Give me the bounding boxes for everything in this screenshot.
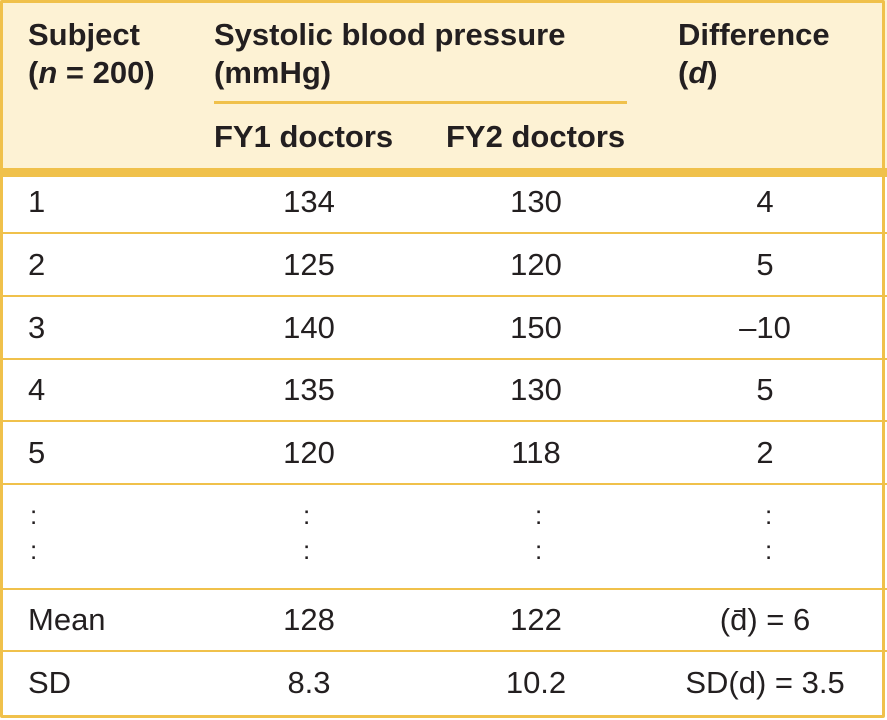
header-subject-line2: (n = 200) <box>28 55 155 90</box>
cell-fy2: 118 <box>511 435 561 470</box>
row-divider <box>0 650 887 652</box>
cell-fy1: 125 <box>283 247 335 282</box>
header-subject: Subject (n = 200) <box>28 16 155 92</box>
header-fy2: FY2 doctors <box>446 119 626 154</box>
cell-fy1: 140 <box>283 310 335 345</box>
ellipsis-mark: : <box>303 535 311 565</box>
header-fy1: FY1 doctors <box>214 119 394 154</box>
header-subject-line1: Subject <box>28 17 140 52</box>
row-divider <box>0 420 887 422</box>
row-divider <box>0 588 887 590</box>
cell-diff: 4 <box>756 184 774 219</box>
cell-fy2: 130 <box>510 184 562 219</box>
cell-subject: 5 <box>28 435 46 470</box>
ellipsis-mark: : <box>535 500 543 530</box>
row-divider <box>0 295 887 297</box>
ellipsis-mark: : <box>303 500 311 530</box>
header-difference: Difference (d) <box>678 16 830 92</box>
mean-fy2: 122 <box>510 602 562 637</box>
cell-diff: 5 <box>756 247 774 282</box>
cell-fy2: 150 <box>510 310 562 345</box>
header-sbp-line1: Systolic blood pressure <box>214 17 566 52</box>
mean-fy1: 128 <box>283 602 335 637</box>
cell-diff: 2 <box>756 435 774 470</box>
header-diff-line1: Difference <box>678 17 830 52</box>
sd-diff: SD(d) = 3.5 <box>685 665 845 700</box>
ellipsis-mark: : <box>30 535 38 565</box>
mean-diff: (d̄) = 6 <box>719 602 811 637</box>
cell-subject: 3 <box>28 310 46 345</box>
cell-fy2: 120 <box>510 247 562 282</box>
row-divider <box>0 483 887 485</box>
sd-label: SD <box>28 665 72 700</box>
header-sbp-underline <box>214 101 627 104</box>
table-header-band <box>0 0 887 172</box>
cell-diff: –10 <box>739 310 791 345</box>
cell-fy1: 120 <box>283 435 335 470</box>
row-divider <box>0 358 887 360</box>
cell-subject: 2 <box>28 247 46 282</box>
row-divider <box>0 232 887 234</box>
cell-fy1: 135 <box>283 372 335 407</box>
cell-fy1: 134 <box>283 184 335 219</box>
ellipsis-mark: : <box>765 535 773 565</box>
cell-diff: 5 <box>756 372 774 407</box>
header-diff-line2: (d) <box>678 55 718 90</box>
mean-label: Mean <box>28 602 106 637</box>
ellipsis-mark: : <box>30 500 38 530</box>
cell-subject: 4 <box>28 372 46 407</box>
cell-subject: 1 <box>28 184 46 219</box>
header-sbp-line2: (mmHg) <box>214 55 332 90</box>
cell-fy2: 130 <box>510 372 562 407</box>
sd-fy2: 10.2 <box>505 665 567 700</box>
ellipsis-mark: : <box>535 535 543 565</box>
ellipsis-mark: : <box>765 500 773 530</box>
sd-fy1: 8.3 <box>287 665 331 700</box>
header-divider <box>0 168 887 177</box>
header-sbp: Systolic blood pressure (mmHg) <box>214 16 565 92</box>
